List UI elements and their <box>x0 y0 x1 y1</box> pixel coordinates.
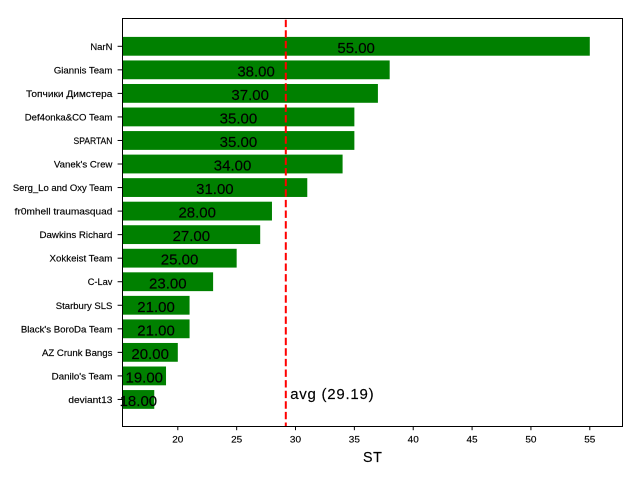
svg-text:Giannis Team: Giannis Team <box>54 65 113 75</box>
svg-text:18.00: 18.00 <box>120 393 158 410</box>
svg-text:AZ Crunk Bangs: AZ Crunk Bangs <box>42 348 113 358</box>
svg-text:NarN: NarN <box>90 42 112 52</box>
svg-text:19.00: 19.00 <box>125 369 163 386</box>
svg-text:25.00: 25.00 <box>161 252 199 269</box>
svg-text:21.00: 21.00 <box>137 322 175 339</box>
svg-text:20: 20 <box>172 434 183 444</box>
svg-text:45: 45 <box>467 434 478 444</box>
svg-text:Vanek's Crew: Vanek's Crew <box>54 160 113 170</box>
svg-text:Dawkins Richard: Dawkins Richard <box>40 230 113 240</box>
svg-text:Starbury SLS: Starbury SLS <box>56 301 113 311</box>
svg-text:SPARTAN: SPARTAN <box>74 136 113 146</box>
svg-text:20.00: 20.00 <box>131 346 169 363</box>
svg-text:38.00: 38.00 <box>237 63 275 80</box>
svg-text:Serg_Lo and Oxy Team: Serg_Lo and Oxy Team <box>13 183 113 193</box>
svg-text:55: 55 <box>584 434 595 444</box>
svg-text:fr0mhell traumasquad: fr0mhell traumasquad <box>15 207 113 217</box>
svg-text:Black's BoroDa Team: Black's BoroDa Team <box>21 324 113 334</box>
svg-text:deviant13: deviant13 <box>68 395 112 405</box>
svg-text:23.00: 23.00 <box>149 275 187 292</box>
svg-text:37.00: 37.00 <box>231 87 269 104</box>
svg-text:Топчики Димстера: Топчики Димстера <box>26 89 112 99</box>
svg-text:50: 50 <box>525 434 536 444</box>
svg-text:30: 30 <box>290 434 301 444</box>
svg-text:Danilo's Team: Danilo's Team <box>52 371 113 381</box>
svg-text:35.00: 35.00 <box>220 110 258 127</box>
svg-text:ST: ST <box>363 450 382 466</box>
svg-text:35.00: 35.00 <box>220 134 258 151</box>
svg-text:55.00: 55.00 <box>337 40 375 57</box>
svg-text:avg (29.19): avg (29.19) <box>290 386 374 403</box>
svg-text:28.00: 28.00 <box>178 205 216 222</box>
svg-text:40: 40 <box>408 434 419 444</box>
svg-text:34.00: 34.00 <box>214 158 252 175</box>
svg-text:35: 35 <box>349 434 360 444</box>
svg-text:21.00: 21.00 <box>137 299 175 316</box>
svg-text:Def4onka&CO Team: Def4onka&CO Team <box>25 112 113 122</box>
svg-text:C-Lav: C-Lav <box>88 277 113 287</box>
svg-text:25: 25 <box>231 434 242 444</box>
svg-text:31.00: 31.00 <box>196 181 234 198</box>
svg-text:27.00: 27.00 <box>173 228 211 245</box>
svg-text:Xokkeist Team: Xokkeist Team <box>50 254 113 264</box>
